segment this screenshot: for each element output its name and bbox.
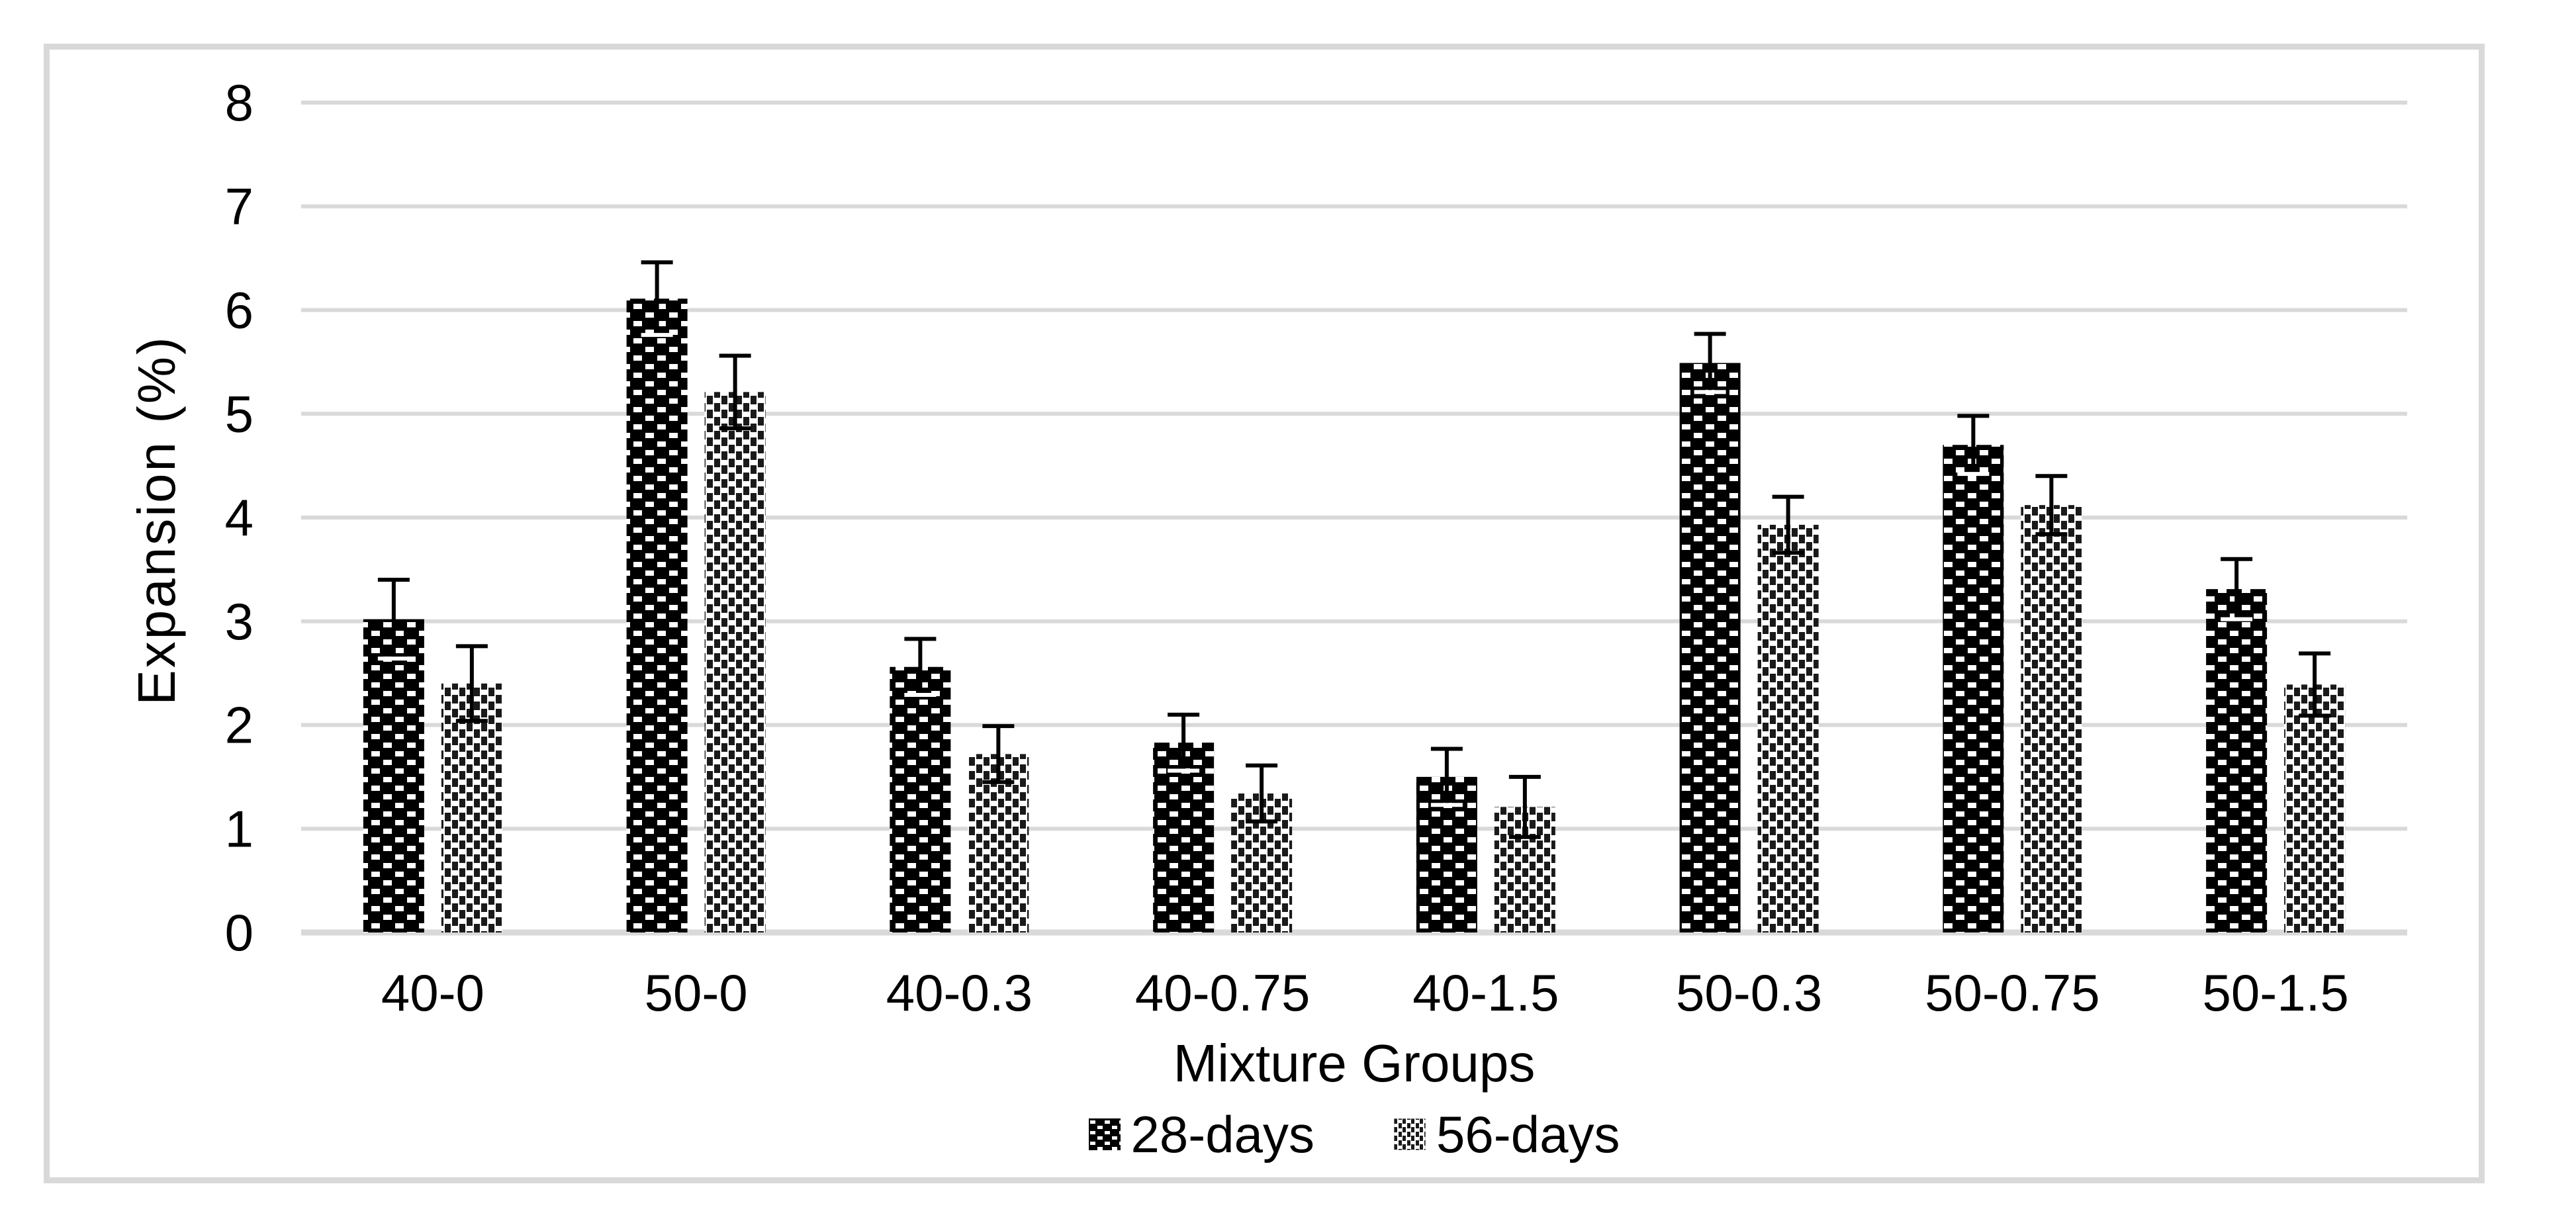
bar-28-days-50-0.75 [1943,445,2004,932]
y-axis-title: Expansion (%) [127,335,186,705]
legend-item-28-days: 28-days [1088,1104,1315,1165]
error-bar-28-days-50-0.3 [1694,332,1726,394]
x-tick-label-40-1.5: 40-1.5 [1412,964,1559,1022]
error-bar-56-days-40-0.3 [982,724,1015,784]
bar-28-days-40-0.3 [890,666,951,932]
chart-border [44,44,2485,1183]
gridlines [301,101,2407,936]
legend-swatch-28-days-icon [1088,1118,1121,1150]
legend-label-56-days: 56-days [1436,1105,1620,1163]
bar-28-days-50-0 [626,298,688,932]
y-tick-label-1: 1 [225,799,253,858]
error-bar-28-days-40-0.3 [904,637,937,698]
bar-56-days-50-0.3 [1757,524,1819,932]
x-tick-label-50-1.5: 50-1.5 [2203,964,2349,1022]
error-bar-56-days-50-0.3 [1772,494,1804,555]
bar-56-days-40-0 [441,683,502,932]
legend: 28-days 56-days [301,1104,2407,1165]
y-tick-label-5: 5 [225,385,253,443]
error-bar-28-days-40-0.75 [1168,712,1200,773]
error-bars [377,260,2331,839]
error-bar-56-days-40-1.5 [1508,774,1541,839]
x-tick-label-40-0.75: 40-0.75 [1135,964,1311,1022]
error-bar-28-days-50-0 [641,260,673,338]
y-tick-label-4: 4 [225,488,253,547]
y-tick-label-6: 6 [225,281,253,340]
x-tick-label-50-0.3: 50-0.3 [1676,964,1822,1022]
x-tick-label-50-0.75: 50-0.75 [1925,964,2100,1022]
error-bar-56-days-50-0.75 [2035,474,2068,537]
x-tick-label-40-0.3: 40-0.3 [886,964,1033,1022]
y-tick-labels: 0 1 2 3 4 5 6 7 8 [225,73,253,962]
legend-label-28-days: 28-days [1130,1105,1315,1163]
error-bar-28-days-50-1.5 [2221,557,2253,621]
error-bar-56-days-40-0.75 [1246,763,1278,824]
error-bar-56-days-50-0 [719,353,751,431]
bar-28-days-40-0 [363,619,424,932]
error-bar-28-days-50-0.75 [1957,414,1990,476]
bars [363,298,2346,932]
bar-56-days-50-0.75 [2021,505,2082,932]
bar-56-days-50-1.5 [2284,684,2346,932]
y-tick-label-3: 3 [225,592,253,651]
legend-swatch-56-days-icon [1394,1118,1426,1150]
x-axis-title: Mixture Groups [1173,1034,1536,1093]
error-bar-28-days-40-1.5 [1430,747,1463,807]
y-tick-label-8: 8 [225,73,253,132]
error-bar-28-days-40-0 [377,578,410,661]
y-tick-label-2: 2 [225,696,253,754]
y-tick-label-7: 7 [225,177,253,236]
error-bar-56-days-40-0 [455,644,488,723]
legend-item-56-days: 56-days [1394,1104,1620,1165]
error-bar-56-days-50-1.5 [2299,651,2331,718]
y-tick-label-0: 0 [225,903,253,962]
x-tick-label-40-0: 40-0 [381,964,484,1022]
bar-28-days-50-1.5 [2206,589,2268,932]
x-tick-labels: 40-0 50-0 40-0.3 40-0.75 40-1.5 50-0.3 50-0.75… [381,964,2349,1022]
x-tick-label-50-0: 50-0 [645,964,748,1022]
bar-28-days-40-0.75 [1153,743,1215,932]
bar-56-days-50-0 [704,392,766,932]
bar-28-days-50-0.3 [1679,363,1741,932]
